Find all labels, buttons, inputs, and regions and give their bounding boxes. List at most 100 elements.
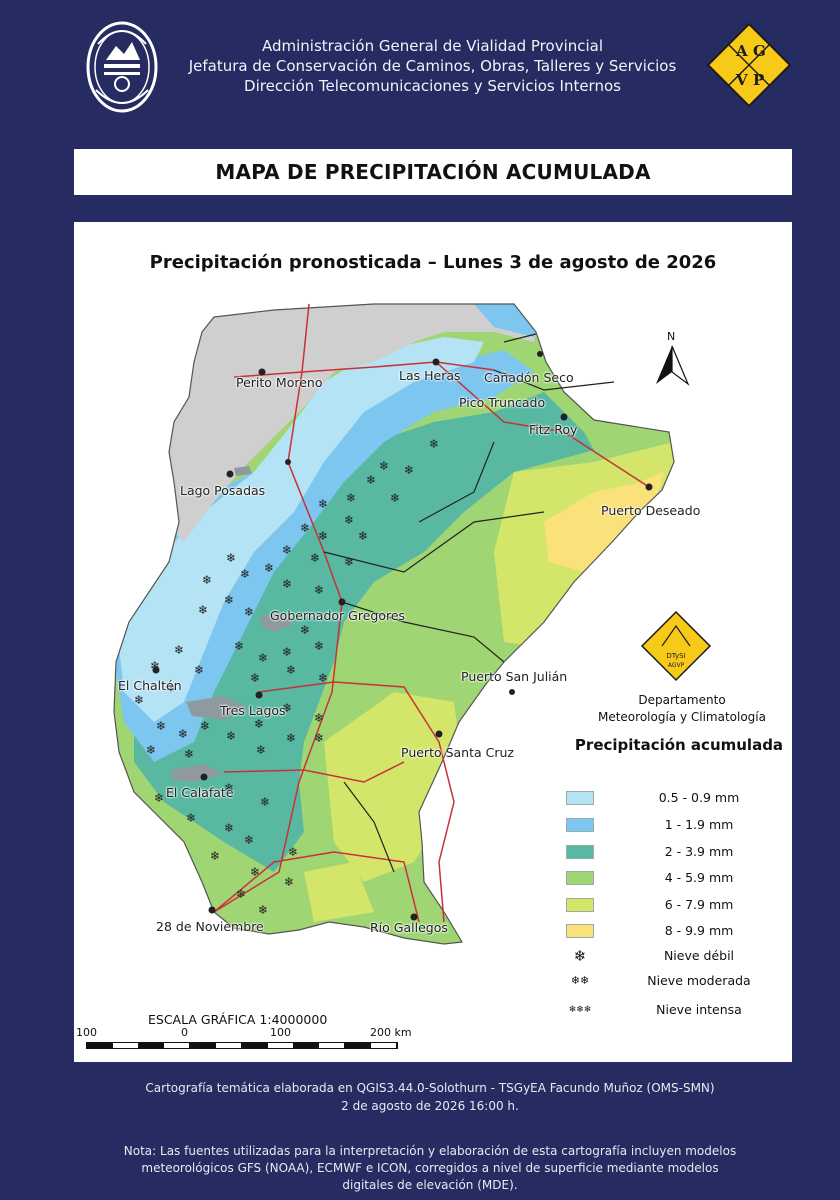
svg-text:❄: ❄ — [202, 573, 212, 587]
place-perito-moreno: Perito Moreno — [236, 375, 323, 390]
legend-row-snow-moderate: ❄❄ Nieve moderada — [566, 972, 786, 992]
svg-text:❄: ❄ — [318, 497, 328, 511]
svg-text:❄: ❄ — [150, 659, 160, 673]
footer-credit: Cartografía temática elaborada en QGIS3.… — [60, 1079, 800, 1115]
svg-text:❄: ❄ — [300, 623, 310, 637]
svg-text:❄: ❄ — [244, 605, 254, 619]
legend-swatch-0 — [566, 791, 594, 805]
lake-viedma — [186, 696, 249, 720]
svg-text:❄: ❄ — [314, 639, 324, 653]
north-label: N — [667, 330, 675, 343]
place-rio-gallegos: Río Gallegos — [370, 920, 448, 935]
svg-text:❄: ❄ — [244, 833, 254, 847]
svg-text:❄: ❄ — [186, 811, 196, 825]
agvp-letter-g: G — [753, 42, 766, 60]
scale-tick-200: 200 km — [370, 1026, 412, 1039]
place-el-calafate: El Calafate — [166, 785, 234, 800]
svg-text:❄: ❄ — [264, 561, 274, 575]
svg-text:❄: ❄ — [184, 747, 194, 761]
place-canadon-seco: Cañadón Seco — [484, 370, 574, 385]
roads-provincial — [323, 333, 615, 873]
department-label: Departamento Meteorología y Climatología — [572, 692, 792, 726]
svg-text:❄: ❄ — [210, 849, 220, 863]
svg-text:❄: ❄ — [346, 491, 356, 505]
legend-swatch-4 — [566, 898, 594, 912]
zone-1-2mm — [114, 350, 534, 762]
department-line-2: Meteorología y Climatología — [597, 710, 766, 724]
place-las-heras: Las Heras — [399, 368, 461, 383]
svg-text:❄: ❄ — [286, 663, 296, 677]
note-line-1: Nota: Las fuentes utilizadas para la int… — [123, 1144, 737, 1158]
header-line-1: Administración General de Vialidad Provi… — [261, 37, 604, 55]
legend-row-3: 4 - 5.9 mm — [566, 869, 786, 889]
place-28-de-noviembre: 28 de Noviembre — [156, 919, 264, 934]
svg-text:❄: ❄ — [282, 645, 292, 659]
legend-swatch-3 — [566, 871, 594, 885]
svg-text:❄: ❄ — [260, 795, 270, 809]
place-gobernador-gregores: Gobernador Gregores — [270, 608, 406, 623]
scale-tick-100-left: 100 — [76, 1026, 97, 1039]
scale-title: ESCALA GRÁFICA 1:4000000 — [148, 1012, 328, 1027]
svg-text:❄: ❄ — [156, 719, 166, 733]
snow-moderate-icon: ❄❄ — [570, 974, 590, 987]
lake-cardiel — [260, 614, 294, 632]
svg-text:❄: ❄ — [282, 543, 292, 557]
svg-text:❄: ❄ — [404, 463, 414, 477]
zone-no-precip — [164, 304, 544, 542]
svg-text:❄: ❄ — [318, 529, 328, 543]
agvp-letter-p: P — [753, 71, 764, 89]
svg-text:❄: ❄ — [174, 643, 184, 657]
legend-label-0: 0.5 - 0.9 mm — [658, 790, 740, 805]
svg-text:❄: ❄ — [234, 639, 244, 653]
map-subtitle: Precipitación pronosticada – Lunes 3 de … — [149, 252, 717, 273]
note-line-3: digitales de elevación (MDE). — [342, 1178, 518, 1192]
legend-swatch-2 — [566, 845, 594, 859]
header-line-2: Jefatura de Conservación de Caminos, Obr… — [188, 57, 677, 75]
legend-row-1: 1 - 1.9 mm — [566, 816, 786, 836]
credit-line-2: 2 de agosto de 2026 16:00 h. — [341, 1099, 519, 1113]
footer-note: Nota: Las fuentes utilizadas para la int… — [60, 1143, 800, 1194]
place-tres-lagos: Tres Lagos — [220, 703, 286, 718]
legend-title: Precipitación acumulada — [574, 736, 784, 754]
zone-05-1mm — [114, 337, 484, 722]
legend-label-snow-moderate: Nieve moderada — [647, 973, 751, 988]
svg-text:❄: ❄ — [318, 671, 328, 685]
credit-line-1: Cartografía temática elaborada en QGIS3.… — [145, 1081, 715, 1095]
header-text: Administración General de Vialidad Provi… — [170, 36, 695, 96]
svg-text:❄: ❄ — [390, 491, 400, 505]
svg-text:❄: ❄ — [254, 717, 264, 731]
lake-posadas — [234, 466, 252, 476]
dtysi-badge-icon: DTySI AGVP — [640, 610, 712, 682]
scale-tick-100: 100 — [270, 1026, 291, 1039]
svg-text:❄: ❄ — [256, 743, 266, 757]
zone-2-4mm — [134, 392, 594, 872]
legend-label-4: 6 - 7.9 mm — [664, 897, 734, 912]
svg-text:❄: ❄ — [284, 875, 294, 889]
svg-text:❄: ❄ — [250, 865, 260, 879]
svg-text:❄: ❄ — [314, 711, 324, 725]
svg-text:❄: ❄ — [240, 567, 250, 581]
province-seal-icon — [86, 21, 158, 113]
legend-label-snow-intense: Nieve intensa — [656, 1002, 742, 1017]
legend-label-1: 1 - 1.9 mm — [664, 817, 734, 832]
svg-text:❄: ❄ — [154, 791, 164, 805]
legend-row-2: 2 - 3.9 mm — [566, 843, 786, 863]
place-puerto-san-julian: Puerto San Julián — [461, 669, 568, 684]
agvp-logo-icon: A G V P — [706, 22, 792, 108]
department-line-1: Departamento — [638, 693, 726, 707]
legend-row-snow-intense: ❄❄❄ Nieve intensa — [566, 1001, 786, 1021]
snow-symbols: ❄❄ ❄❄ ❄❄❄❄ ❄❄ ❄❄ ❄ ❄❄❄ ❄❄ ❄ ❄ ❄❄❄❄ ❄❄❄❄ ❄❄❄❄ … — [134, 437, 439, 917]
svg-text:❄: ❄ — [200, 719, 210, 733]
zone-6-8mm-south — [304, 862, 374, 922]
svg-text:❄: ❄ — [379, 459, 389, 473]
legend-swatch-5 — [566, 924, 594, 938]
page-title: MAPA DE PRECIPITACIÓN ACUMULADA — [74, 149, 792, 195]
svg-text:❄: ❄ — [224, 781, 234, 795]
legend-row-5: 8 - 9.9 mm — [566, 922, 786, 942]
svg-text:❄: ❄ — [314, 731, 324, 745]
note-line-2: meteorológicos GFS (NOAA), ECMWF e ICON,… — [141, 1161, 719, 1175]
svg-text:❄: ❄ — [236, 887, 246, 901]
scale-bar — [86, 1042, 398, 1049]
zone-8-10mm — [544, 472, 664, 572]
svg-text:❄: ❄ — [358, 529, 368, 543]
